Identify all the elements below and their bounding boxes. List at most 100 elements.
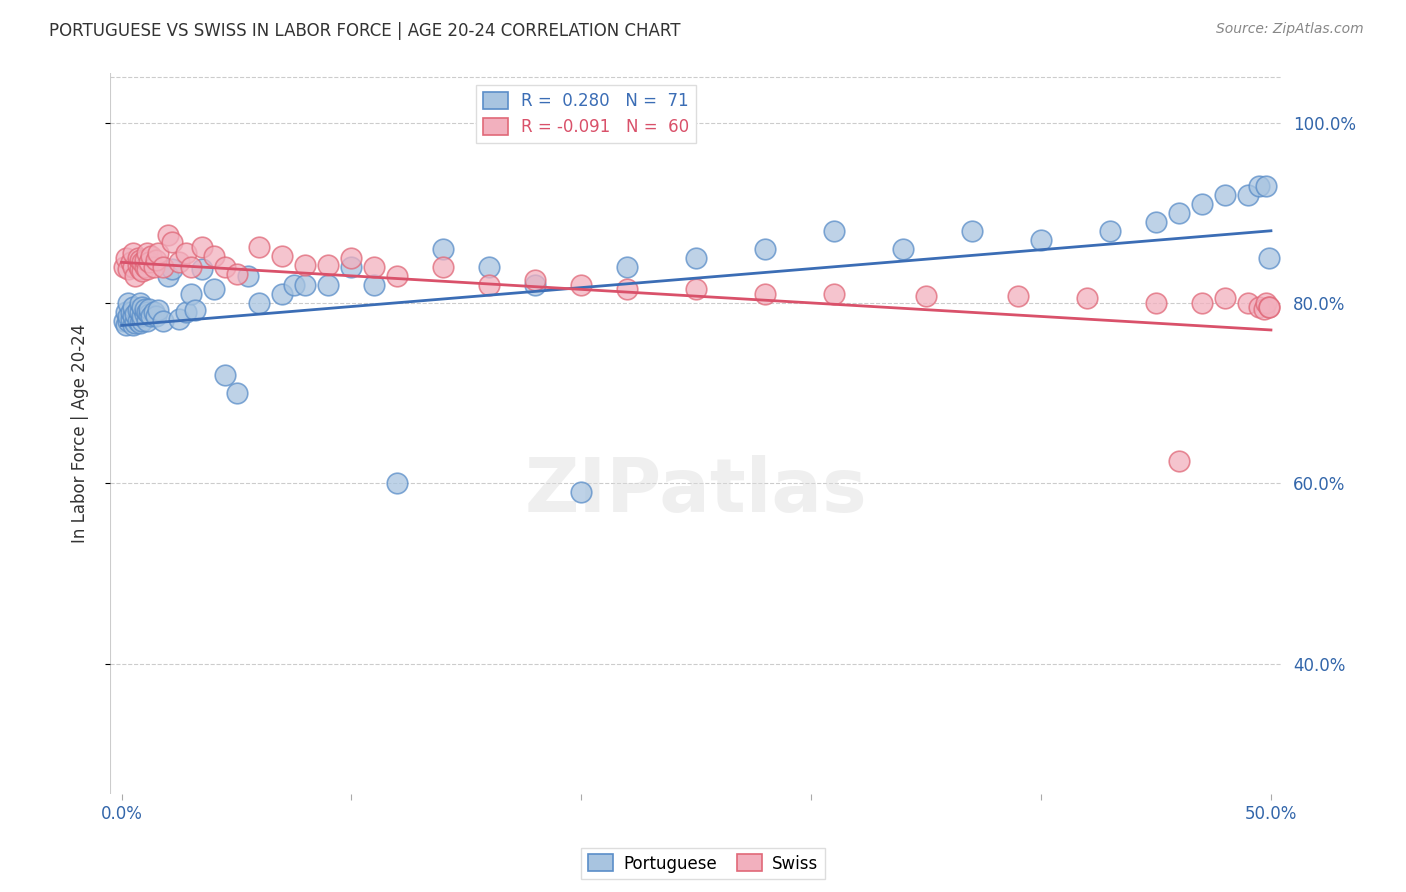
Point [131,310,153,324]
Point [127,258,149,272]
Point [127,251,149,265]
Point [184,303,207,318]
Point [363,277,385,292]
Point [134,260,156,274]
Point [115,305,138,319]
Point [283,277,305,292]
Point [145,310,167,324]
Point [249,296,271,310]
Point [754,242,776,256]
Point [616,282,638,296]
Point [148,303,170,318]
Point [142,260,165,274]
Point [142,305,165,319]
Point [1249,178,1271,193]
Point [1144,296,1167,310]
Point [135,314,157,328]
Text: ZIPatlas: ZIPatlas [524,455,868,528]
Text: Source: ZipAtlas.com: Source: ZipAtlas.com [1216,22,1364,37]
Point [340,251,363,265]
Point [131,301,153,315]
Point [1257,301,1279,315]
Legend: Portuguese, Swiss: Portuguese, Swiss [581,847,825,880]
Point [569,277,592,292]
Point [478,277,501,292]
Point [294,277,316,292]
Point [524,277,547,292]
Point [115,251,138,265]
Point [214,260,236,274]
Y-axis label: In Labor Force | Age 20-24: In Labor Force | Age 20-24 [72,324,89,543]
Point [1168,206,1191,220]
Point [134,307,156,321]
Point [127,303,149,318]
Point [1256,178,1278,193]
Point [112,314,135,328]
Point [117,310,139,324]
Point [129,252,152,267]
Point [823,224,845,238]
Point [122,310,145,324]
Point [891,242,914,256]
Point [202,249,225,263]
Point [214,368,236,382]
Legend: R =  0.280   N =  71, R = -0.091   N =  60: R = 0.280 N = 71, R = -0.091 N = 60 [477,85,696,143]
Point [823,286,845,301]
Point [294,258,316,272]
Point [134,302,156,317]
Point [122,260,145,274]
Point [120,312,142,326]
Point [141,249,163,263]
Point [1257,301,1279,315]
Point [117,314,139,328]
Point [1144,215,1167,229]
Point [1237,187,1260,202]
Point [180,260,202,274]
Point [115,318,138,333]
Point [524,273,547,287]
Point [1076,292,1098,306]
Point [138,307,160,321]
Point [1098,224,1121,238]
Point [616,260,638,274]
Point [1257,251,1279,265]
Point [131,264,153,278]
Point [135,246,157,260]
Point [129,316,152,330]
Point [117,261,139,276]
Point [160,261,183,276]
Point [754,286,776,301]
Point [180,286,202,301]
Point [145,252,167,267]
Point [225,267,247,281]
Point [131,255,153,269]
Point [124,268,146,283]
Point [318,258,340,272]
Point [152,260,174,274]
Point [167,312,190,326]
Point [167,255,190,269]
Point [141,310,163,324]
Point [124,307,146,321]
Point [249,240,271,254]
Point [1168,454,1191,468]
Point [120,255,142,269]
Point [685,282,707,296]
Point [160,235,183,249]
Point [271,249,294,263]
Point [1029,233,1052,247]
Point [1249,301,1271,315]
Point [138,302,160,317]
Point [191,261,214,276]
Point [236,268,259,283]
Point [131,314,153,328]
Point [1213,292,1236,306]
Point [124,316,146,330]
Point [120,305,142,319]
Point [225,386,247,401]
Point [1253,302,1275,317]
Point [1191,196,1213,211]
Point [915,289,938,303]
Point [122,246,145,260]
Point [1213,187,1236,202]
